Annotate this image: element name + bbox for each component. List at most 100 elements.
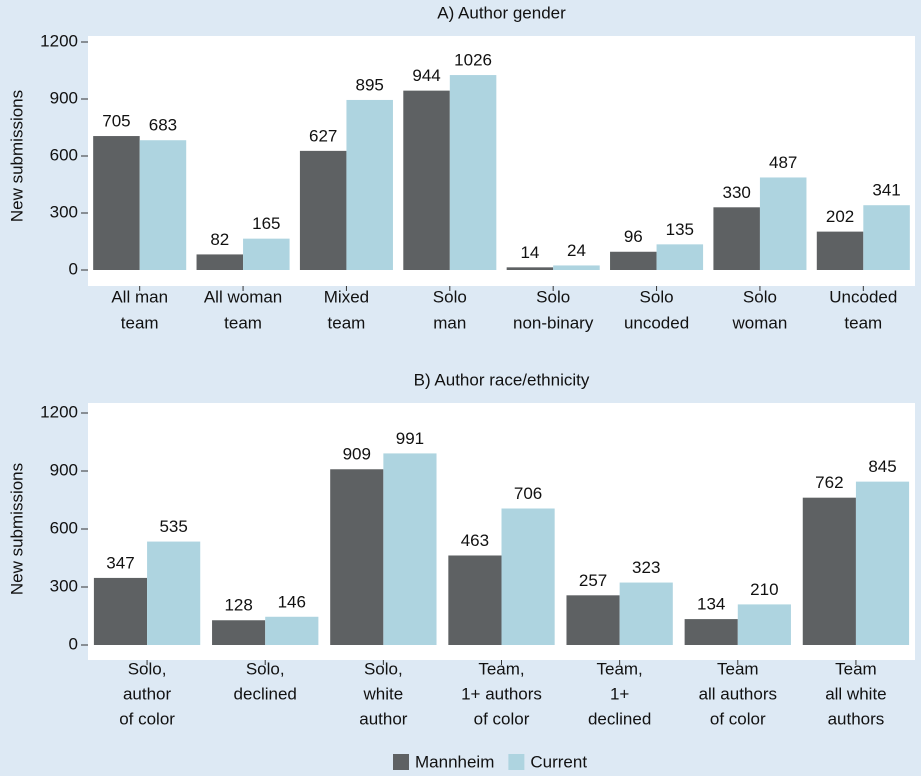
x-tick-label: Solo (743, 287, 777, 306)
legend-label: Mannheim (415, 752, 494, 771)
bar (816, 231, 864, 270)
y-tick-label: 0 (69, 259, 78, 278)
value-label: 135 (666, 220, 694, 239)
value-label: 991 (396, 429, 424, 448)
bar (383, 453, 437, 645)
x-tick-label: declined (588, 709, 651, 728)
x-tick-label: All man (111, 287, 168, 306)
legend-swatch (393, 754, 409, 770)
x-tick-label: author (359, 709, 408, 728)
x-tick-label: 1+ (610, 684, 629, 703)
value-label: 330 (722, 183, 750, 202)
value-label: 895 (356, 75, 384, 94)
bar (619, 582, 673, 645)
value-label: 134 (697, 595, 725, 614)
bar (449, 75, 497, 270)
x-tick-label: Team, (478, 659, 524, 678)
y-tick-label: 300 (50, 576, 78, 595)
bar (656, 244, 704, 270)
bar (863, 205, 910, 270)
x-tick-label: non-binary (513, 313, 594, 332)
value-label: 24 (567, 241, 586, 260)
y-tick-label: 0 (69, 634, 78, 653)
value-label: 1026 (454, 51, 492, 70)
x-tick-label: Solo, (128, 659, 167, 678)
value-label: 165 (252, 214, 280, 233)
y-tick-label: 600 (50, 145, 78, 164)
value-label: 845 (868, 457, 896, 476)
x-tick-label: author (123, 684, 172, 703)
x-tick-label: man (433, 313, 466, 332)
bar (265, 616, 319, 645)
x-tick-label: team (121, 313, 159, 332)
x-tick-label: all white (825, 684, 886, 703)
bar (855, 481, 910, 645)
value-label: 14 (520, 243, 539, 262)
bar (212, 620, 266, 645)
chart-title: B) Author race/ethnicity (414, 370, 590, 389)
x-tick-label: Team (835, 659, 877, 678)
value-label: 683 (149, 116, 177, 135)
bar (330, 469, 384, 645)
x-tick-label: woman (732, 313, 788, 332)
value-label: 762 (815, 473, 843, 492)
value-label: 128 (224, 596, 252, 615)
value-label: 706 (514, 484, 542, 503)
value-label: 210 (750, 580, 778, 599)
value-label: 96 (624, 227, 643, 246)
y-tick-label: 300 (50, 202, 78, 221)
bar (737, 604, 791, 645)
x-tick-label: team (844, 313, 882, 332)
x-tick-label: Solo (536, 287, 570, 306)
bar (93, 577, 148, 645)
y-tick-label: 1200 (40, 402, 78, 421)
bar (243, 238, 290, 270)
bar (448, 555, 502, 645)
value-label: 627 (309, 126, 337, 145)
bar (802, 497, 856, 645)
value-label: 202 (826, 207, 854, 226)
value-label: 535 (159, 517, 187, 536)
x-tick-label: Solo (640, 287, 674, 306)
bar (93, 136, 140, 270)
value-label: 257 (579, 571, 607, 590)
bar (139, 140, 187, 270)
value-label: 487 (769, 153, 797, 172)
y-tick-label: 600 (50, 518, 78, 537)
value-label: 347 (106, 553, 134, 572)
x-tick-label: Team (717, 659, 759, 678)
bar (713, 207, 760, 270)
x-tick-label: of color (119, 709, 175, 728)
x-tick-label: 1+ authors (461, 684, 542, 703)
x-tick-label: All woman (204, 287, 282, 306)
y-axis-label: New submissions (7, 463, 26, 595)
x-tick-label: of color (474, 709, 530, 728)
value-label: 944 (412, 66, 440, 85)
value-label: 146 (278, 592, 306, 611)
bar (403, 90, 450, 270)
bar (147, 541, 201, 645)
y-axis-label: New submissions (7, 90, 26, 222)
bar (506, 267, 554, 270)
legend-label: Current (530, 752, 587, 771)
bar (501, 508, 555, 645)
x-tick-label: team (224, 313, 262, 332)
chart-title: A) Author gender (437, 3, 566, 22)
bar (299, 150, 347, 270)
x-tick-label: Mixed (324, 287, 369, 306)
y-tick-label: 1200 (40, 31, 78, 50)
x-tick-label: Solo, (246, 659, 285, 678)
value-label: 341 (872, 181, 900, 200)
value-label: 705 (102, 112, 130, 131)
x-tick-label: Solo (433, 287, 467, 306)
x-tick-label: Team, (596, 659, 642, 678)
bar (759, 177, 807, 270)
bar (566, 595, 620, 645)
x-tick-label: Uncoded (829, 287, 897, 306)
x-tick-label: declined (234, 684, 297, 703)
bar (610, 251, 657, 270)
legend-swatch (508, 754, 525, 770)
x-tick-label: team (328, 313, 366, 332)
x-tick-label: of color (710, 709, 766, 728)
value-label: 463 (461, 531, 489, 550)
